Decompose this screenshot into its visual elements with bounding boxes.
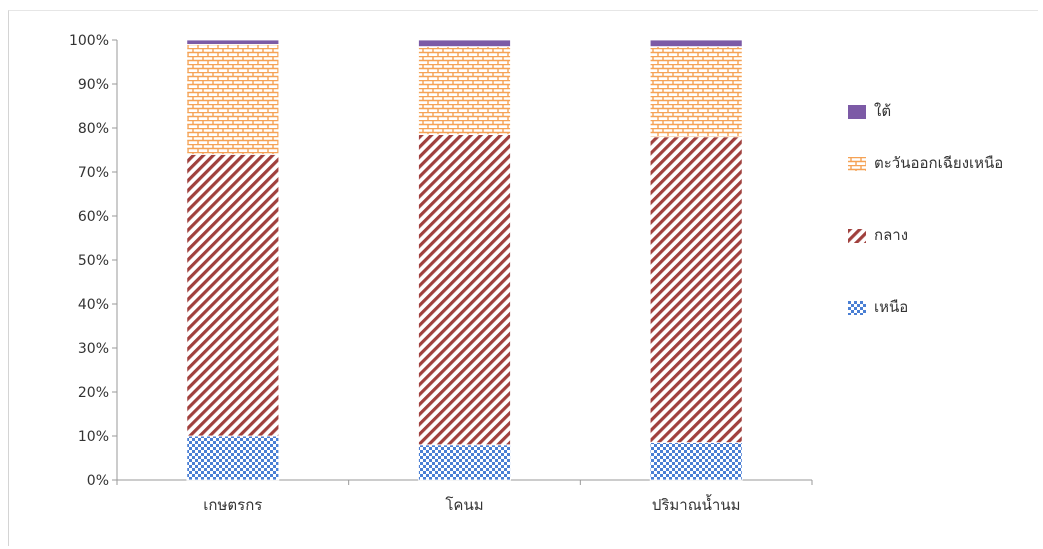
bars (186, 39, 743, 481)
y-tick-label: 30% (78, 341, 109, 357)
bar-segment-north (186, 435, 280, 481)
legend-label: ตะวันออกเฉียงเหนือ (874, 154, 1004, 172)
x-tick-label: เกษตรกร (203, 496, 262, 514)
chart-frame (8, 10, 1038, 546)
legend-item: กลาง (848, 220, 1024, 250)
bar-segment-northeast (418, 46, 511, 135)
legend-item: ใต้ (848, 96, 1024, 126)
legend-swatch (848, 229, 866, 243)
y-tick-label: 90% (78, 77, 109, 93)
y-tick-label: 40% (78, 297, 109, 313)
bar-segment-south (186, 39, 280, 45)
y-tick-label: 100% (69, 33, 109, 49)
x-tick-label: ปริมาณน้ำนม (652, 494, 741, 514)
bar-segment-northeast (649, 46, 743, 138)
y-tick-label: 80% (78, 121, 109, 137)
legend-swatch (848, 105, 866, 119)
bar-segment-south (649, 39, 743, 47)
y-tick-label: 50% (78, 253, 109, 269)
legend-swatch (848, 157, 866, 171)
x-tick-label: โคนม (445, 496, 483, 514)
legend-label: ใต้ (874, 102, 892, 120)
axes: 0% 10% 20% 30% 40% 50% 60% 70% 80% 90% 100% เกษตรกร… (69, 33, 813, 514)
legend-swatch (848, 301, 866, 315)
y-tick-label: 10% (78, 429, 109, 445)
bar-segment-central (186, 153, 280, 437)
bar-segment-south (418, 39, 511, 47)
legend-label: กลาง (874, 226, 909, 244)
y-tick-label: 70% (78, 165, 109, 181)
y-tick-label: 20% (78, 385, 109, 401)
legend-item: เหนือ (848, 292, 1024, 322)
bar-segment-north (418, 444, 511, 481)
bar-segment-central (649, 136, 743, 443)
bar-segment-northeast (186, 44, 280, 155)
y-tick-label: 0% (87, 473, 109, 489)
legend: ใต้ตะวันออกเฉียงเหนือกลางเหนือ (848, 96, 1038, 336)
legend-item: ตะวันออกเฉียงเหนือ (848, 148, 1024, 178)
bar-segment-central (418, 134, 511, 446)
legend-label: เหนือ (874, 298, 909, 316)
y-tick-label: 60% (78, 209, 109, 225)
bar-segment-north (649, 442, 743, 481)
